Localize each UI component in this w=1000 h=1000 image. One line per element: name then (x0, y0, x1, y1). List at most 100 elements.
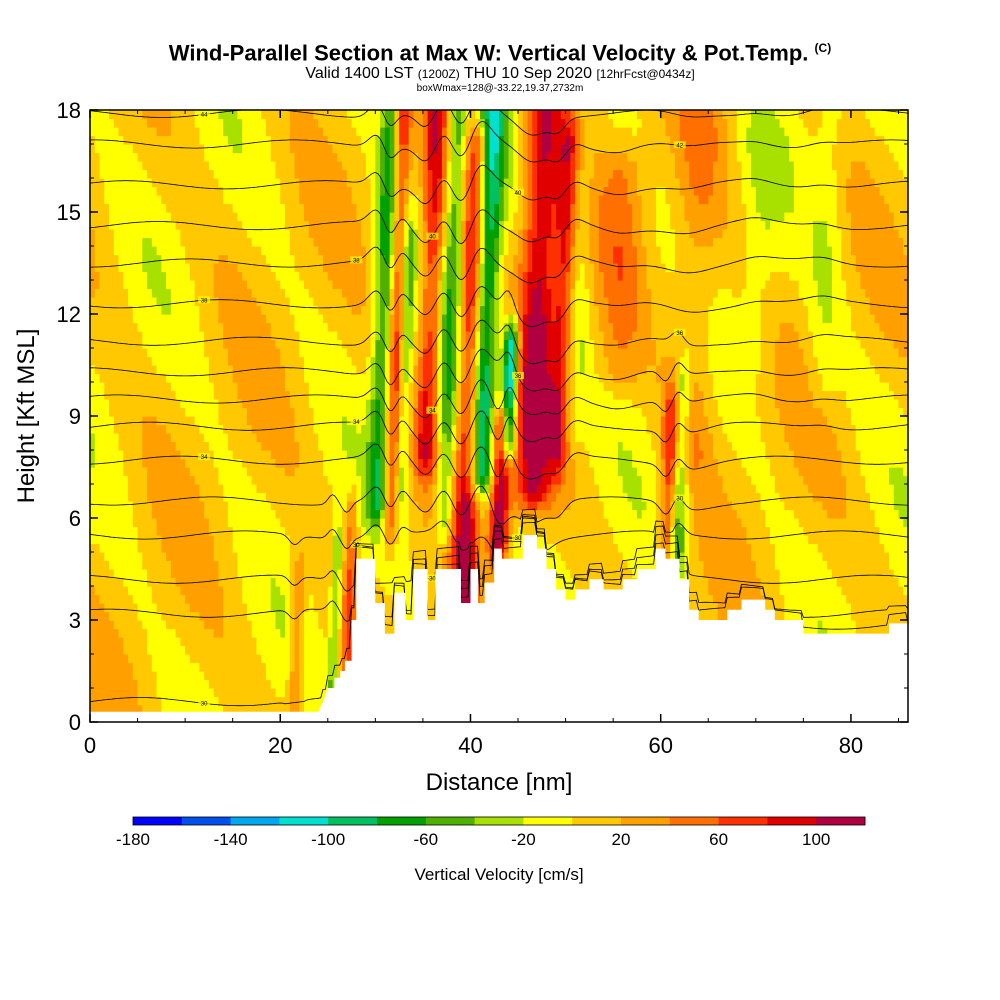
w-cell (822, 552, 828, 562)
w-cell (613, 569, 619, 579)
w-cell (113, 611, 120, 621)
w-cell (470, 518, 476, 528)
w-cell (484, 535, 491, 545)
w-cell (189, 526, 196, 536)
w-cell (299, 603, 305, 613)
w-cell (903, 560, 908, 570)
w-cell (869, 535, 876, 545)
w-cell (242, 705, 248, 715)
w-cell (299, 492, 305, 502)
w-cell (346, 620, 353, 630)
w-cell (741, 526, 747, 536)
w-cell (732, 475, 738, 485)
w-cell (94, 620, 101, 630)
w-cell (898, 526, 904, 536)
w-cell (113, 543, 120, 553)
w-cell (185, 654, 191, 664)
w-cell (94, 560, 101, 570)
w-cell (304, 518, 310, 528)
w-cell (313, 654, 319, 664)
w-cell (304, 484, 310, 494)
w-cell (346, 611, 353, 621)
w-cell (655, 518, 662, 528)
w-cell (874, 501, 881, 511)
w-cell (151, 671, 158, 681)
w-cell (118, 484, 124, 494)
w-cell (770, 501, 776, 511)
w-cell (413, 552, 419, 562)
w-cell (679, 535, 686, 545)
w-cell (479, 475, 486, 485)
w-cell (812, 535, 819, 545)
w-cell (460, 501, 467, 511)
w-cell (579, 484, 586, 494)
w-cell (627, 484, 633, 494)
w-cell (751, 552, 757, 562)
w-cell (189, 611, 196, 621)
w-cell (251, 501, 258, 511)
w-cell (432, 501, 438, 511)
w-cell (113, 518, 120, 528)
w-cell (746, 492, 752, 502)
w-cell (408, 611, 414, 621)
w-cell (208, 662, 215, 672)
w-cell (318, 526, 324, 536)
w-cell (812, 501, 819, 511)
w-cell (655, 475, 662, 485)
w-cell (128, 603, 134, 613)
w-cell (389, 484, 395, 494)
w-cell (765, 518, 771, 528)
w-cell (308, 509, 315, 519)
w-cell (118, 577, 124, 587)
w-cell (732, 552, 738, 562)
w-cell (166, 705, 172, 715)
w-cell (784, 543, 790, 553)
w-cell (418, 552, 424, 562)
w-cell (655, 509, 662, 519)
w-cell (123, 501, 129, 511)
w-cell (175, 586, 181, 596)
w-cell (518, 526, 524, 536)
w-cell (99, 628, 105, 638)
w-cell (898, 543, 904, 553)
w-cell (475, 492, 481, 502)
w-cell (189, 637, 196, 647)
w-cell (256, 628, 262, 638)
w-cell (270, 628, 277, 638)
w-cell (256, 611, 262, 621)
w-cell (470, 552, 476, 562)
w-cell (641, 501, 648, 511)
w-cell (413, 492, 419, 502)
w-cell (893, 501, 900, 511)
w-cell (865, 586, 871, 596)
w-cell (280, 475, 286, 485)
w-cell (118, 662, 124, 672)
w-cell (893, 552, 900, 562)
w-cell (784, 518, 790, 528)
w-cell (156, 654, 162, 664)
w-cell (137, 679, 143, 689)
w-cell (332, 671, 338, 681)
w-cell (204, 594, 210, 604)
w-cell (361, 484, 367, 494)
w-cell (627, 492, 633, 502)
w-cell (332, 594, 338, 604)
w-cell (608, 535, 614, 545)
w-cell (147, 594, 153, 604)
w-cell (893, 518, 900, 528)
w-cell (598, 475, 605, 485)
w-cell (170, 509, 177, 519)
w-cell (227, 603, 234, 613)
w-cell (123, 586, 129, 596)
w-cell (313, 594, 319, 604)
w-cell (132, 535, 139, 545)
w-cell (323, 654, 329, 664)
w-cell (713, 484, 719, 494)
w-cell (898, 577, 904, 587)
w-cell (99, 518, 105, 528)
w-cell (213, 671, 220, 681)
w-cell (213, 688, 220, 698)
w-cell (722, 594, 728, 604)
w-cell (261, 492, 267, 502)
w-cell (836, 509, 843, 519)
